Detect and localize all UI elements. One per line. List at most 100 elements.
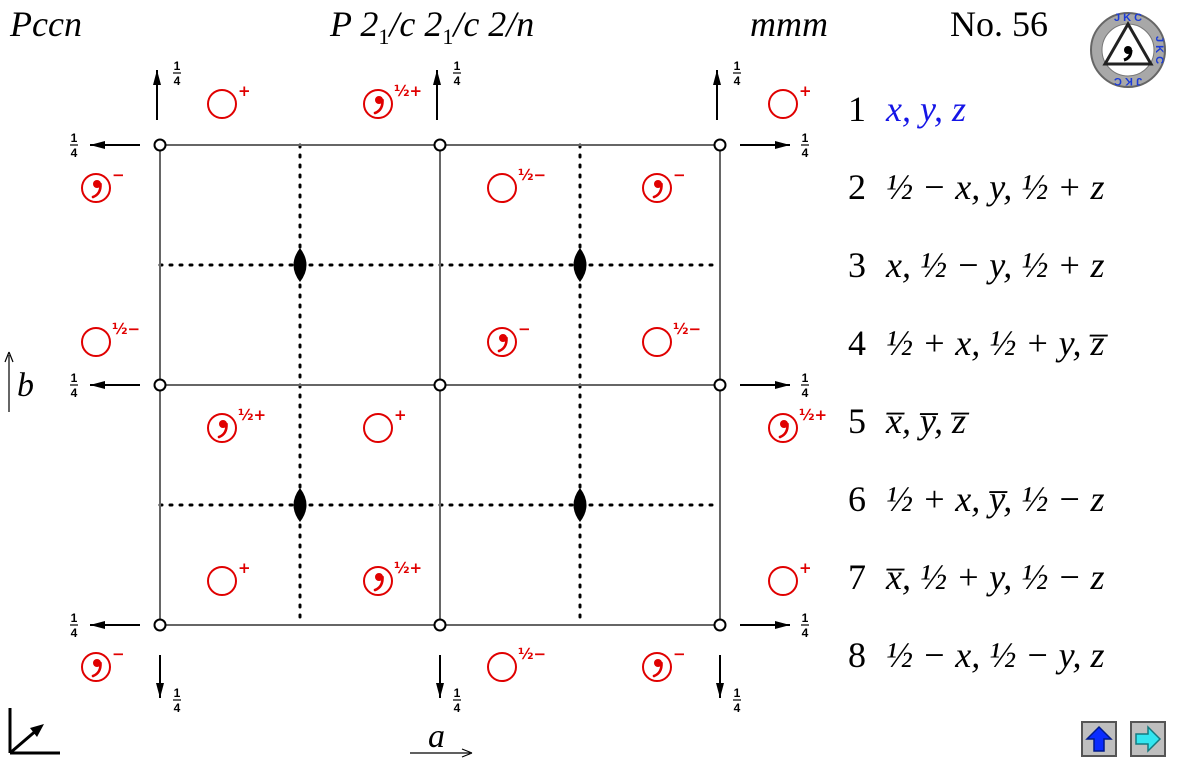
inversion-center-icon bbox=[433, 618, 447, 632]
operation-number: 5 bbox=[848, 401, 866, 441]
inversion-center-icon bbox=[713, 138, 727, 152]
fraction-numerator: 1 bbox=[71, 371, 78, 385]
full-symbol-sub: 1 bbox=[378, 24, 390, 50]
axis-b-label: b bbox=[17, 367, 34, 404]
fraction-numerator: 1 bbox=[71, 611, 78, 625]
comma-dot bbox=[654, 659, 662, 667]
inversion-center-icon bbox=[153, 378, 167, 392]
twofold-screw-axis-icon bbox=[740, 141, 790, 149]
up-button[interactable] bbox=[1081, 721, 1117, 757]
height-label: 14 bbox=[801, 371, 809, 400]
position-height-label: − bbox=[112, 645, 125, 663]
screw-arrowhead bbox=[775, 141, 790, 149]
position-circle bbox=[81, 173, 111, 203]
position-circle bbox=[363, 566, 393, 596]
operation-number: 6 bbox=[848, 479, 866, 519]
space-group-number: No. 56 bbox=[950, 4, 1048, 44]
twofold-screw-axis-icon bbox=[740, 381, 790, 389]
position-circle bbox=[487, 173, 517, 203]
operation-1: 1 x, y, z bbox=[848, 88, 966, 166]
operation-expression: ½ − x, ½ − y, z bbox=[886, 635, 1105, 675]
screw-arrowhead bbox=[90, 141, 105, 149]
full-symbol-part: /c 2 bbox=[389, 4, 443, 44]
height-label: 14 bbox=[801, 131, 809, 160]
height-label: 14 bbox=[70, 131, 78, 160]
position-circle bbox=[81, 652, 111, 682]
height-label: 14 bbox=[70, 611, 78, 640]
next-button[interactable] bbox=[1130, 721, 1166, 757]
comma-tail bbox=[91, 661, 102, 678]
comma-circle-icon: − bbox=[642, 645, 686, 682]
twofold-screw-axis-icon bbox=[740, 621, 790, 629]
position-circle bbox=[363, 413, 393, 443]
twofold-screw-axis-icon bbox=[90, 141, 140, 149]
comma-tail bbox=[652, 661, 663, 678]
position-height-label: + bbox=[799, 82, 812, 100]
position-height-label: ½− bbox=[518, 645, 546, 663]
circle-icon: ½− bbox=[487, 645, 546, 682]
position-height-label: ½+ bbox=[394, 82, 422, 100]
fraction-denominator: 4 bbox=[71, 386, 78, 400]
inversion-center-icon bbox=[153, 138, 167, 152]
fraction-numerator: 1 bbox=[802, 611, 809, 625]
hm-symbol: Pccn bbox=[10, 4, 82, 44]
comma-circle-icon: − bbox=[487, 320, 531, 357]
fraction-numerator: 1 bbox=[454, 686, 461, 700]
fraction-numerator: 1 bbox=[734, 59, 741, 73]
point-group: mmm bbox=[750, 4, 828, 44]
operation-5: 5 x̅, y̅, z̅ bbox=[848, 400, 966, 478]
twofold-screw-axis-icon bbox=[433, 70, 441, 120]
comma-tail bbox=[217, 422, 228, 439]
logo-letter: J K C bbox=[1153, 36, 1165, 64]
fraction-numerator: 1 bbox=[454, 59, 461, 73]
circle-icon: ½− bbox=[487, 166, 546, 203]
operation-number: 1 bbox=[848, 89, 866, 129]
comma-circle-icon: ½+ bbox=[363, 559, 422, 596]
screw-arrowhead bbox=[90, 621, 105, 629]
inversion-center-icon bbox=[153, 618, 167, 632]
comma-dot bbox=[499, 334, 507, 342]
circle-icon: + bbox=[768, 559, 812, 596]
fraction-denominator: 4 bbox=[454, 74, 461, 88]
comma-dot bbox=[780, 420, 788, 428]
operation-2: 2 ½ − x, y, ½ + z bbox=[848, 166, 1105, 244]
fraction-denominator: 4 bbox=[802, 146, 809, 160]
inversion-center-icon bbox=[713, 378, 727, 392]
screw-arrowhead bbox=[775, 621, 790, 629]
position-circle bbox=[207, 89, 237, 119]
screw-arrowhead bbox=[433, 70, 441, 85]
position-height-label: ½− bbox=[518, 166, 546, 184]
full-symbol: P 21/c 21/c 2/n bbox=[330, 2, 534, 59]
comma-tail bbox=[91, 182, 102, 199]
fraction-denominator: 4 bbox=[454, 701, 461, 715]
fraction-denominator: 4 bbox=[71, 626, 78, 640]
height-label: 14 bbox=[733, 59, 741, 88]
operation-expression: x, y, z bbox=[886, 89, 966, 129]
screw-arrowhead bbox=[156, 683, 164, 698]
twofold-screw-axis-icon bbox=[90, 621, 140, 629]
position-circle bbox=[768, 566, 798, 596]
inversion-centers bbox=[153, 138, 727, 632]
comma-circle-icon: − bbox=[81, 645, 125, 682]
jkc-logo-icon[interactable]: J K C J K C J K C bbox=[1088, 10, 1168, 90]
twofold-screw-axis-icon bbox=[90, 381, 140, 389]
comma-tail bbox=[652, 182, 663, 199]
position-circle bbox=[487, 327, 517, 357]
comma-circle-icon: − bbox=[642, 166, 686, 203]
fraction-numerator: 1 bbox=[71, 131, 78, 145]
twofold-screw-axis-icon bbox=[156, 655, 164, 698]
comma-circle-icon: − bbox=[81, 166, 125, 203]
fraction-numerator: 1 bbox=[734, 686, 741, 700]
operation-6: 6 ½ + x, y̅, ½ − z bbox=[848, 478, 1105, 556]
position-height-label: + bbox=[799, 559, 812, 577]
general-positions: + ½+ + − ½− − ½− − ½− ½+ + ½+ + ½+ + − ½− − bbox=[81, 82, 827, 682]
position-circle bbox=[207, 566, 237, 596]
comma-tail bbox=[373, 98, 384, 115]
position-height-label: ½− bbox=[112, 320, 140, 338]
operation-expression: ½ + x, ½ + y, z̅ bbox=[886, 323, 1105, 363]
height-label: 14 bbox=[453, 59, 461, 88]
comma-circle-icon: ½+ bbox=[207, 406, 266, 443]
comma-circle-icon: ½+ bbox=[363, 82, 422, 119]
operation-number: 7 bbox=[848, 557, 866, 597]
screw-arrowhead bbox=[436, 683, 444, 698]
